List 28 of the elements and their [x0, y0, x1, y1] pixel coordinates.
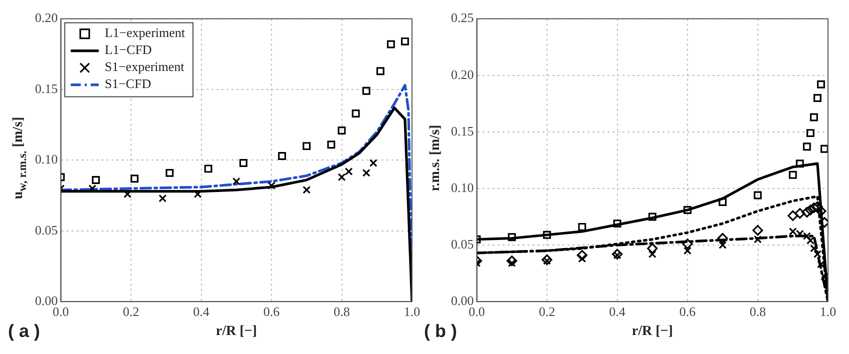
y-axis-title: r.m.s. [m/s] [428, 124, 444, 192]
legend-label: L1−CFD [104, 42, 152, 58]
y-tick-label: 0.15 [451, 123, 474, 138]
text: ( a ) [8, 321, 40, 342]
text: ( b ) [424, 321, 457, 342]
x-tick-label: 0.8 [750, 304, 766, 319]
x-tick-label: 0.4 [609, 304, 626, 319]
legend-label: S1−CFD [104, 76, 152, 92]
x-tick-label: 0.6 [263, 304, 280, 319]
y-tick-label: 0.10 [35, 152, 58, 167]
x-tick-label: 0.2 [538, 304, 556, 319]
x-axis-title: r/R [−] [632, 324, 673, 340]
x-tick-label: 0.4 [193, 304, 210, 319]
x-tick-label: 0.8 [334, 304, 350, 319]
x-tick-label: 1.0 [820, 304, 836, 319]
x-tick-label: 0.2 [122, 304, 140, 319]
y-tick-label: 0.20 [35, 10, 58, 26]
x-tick-label: 0.6 [679, 304, 696, 319]
legend-label: L1−experiment [104, 25, 186, 40]
y-tick-label: 0.05 [35, 222, 58, 238]
y-tick-label: 0.10 [451, 180, 474, 195]
y-tick-label: 0.05 [451, 236, 474, 252]
x-tick-label: 1.0 [404, 304, 420, 319]
y-tick-label: 0.15 [35, 80, 58, 96]
legend-label: S1−experiment [104, 59, 185, 74]
y-tick-label: 0.25 [451, 10, 474, 26]
x-axis-title: r/R [−] [216, 324, 257, 340]
y-tick-label: 0.20 [451, 66, 474, 82]
